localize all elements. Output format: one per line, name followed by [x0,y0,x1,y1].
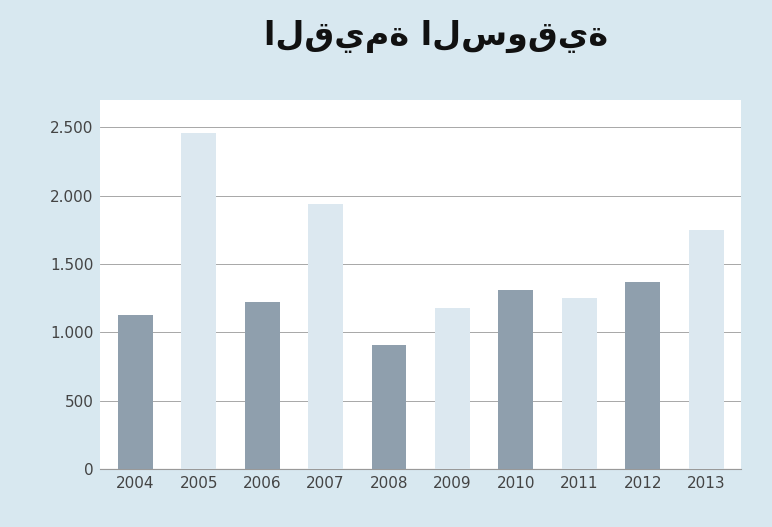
Bar [245,302,279,469]
Bar [118,315,153,469]
Bar [562,298,597,469]
Bar [371,345,407,469]
Bar [308,204,343,469]
Bar [435,308,470,469]
Bar [625,282,660,469]
Bar [689,230,723,469]
Bar [181,133,216,469]
Bar [499,290,533,469]
Text: القيمة السوقية: القيمة السوقية [264,21,608,53]
